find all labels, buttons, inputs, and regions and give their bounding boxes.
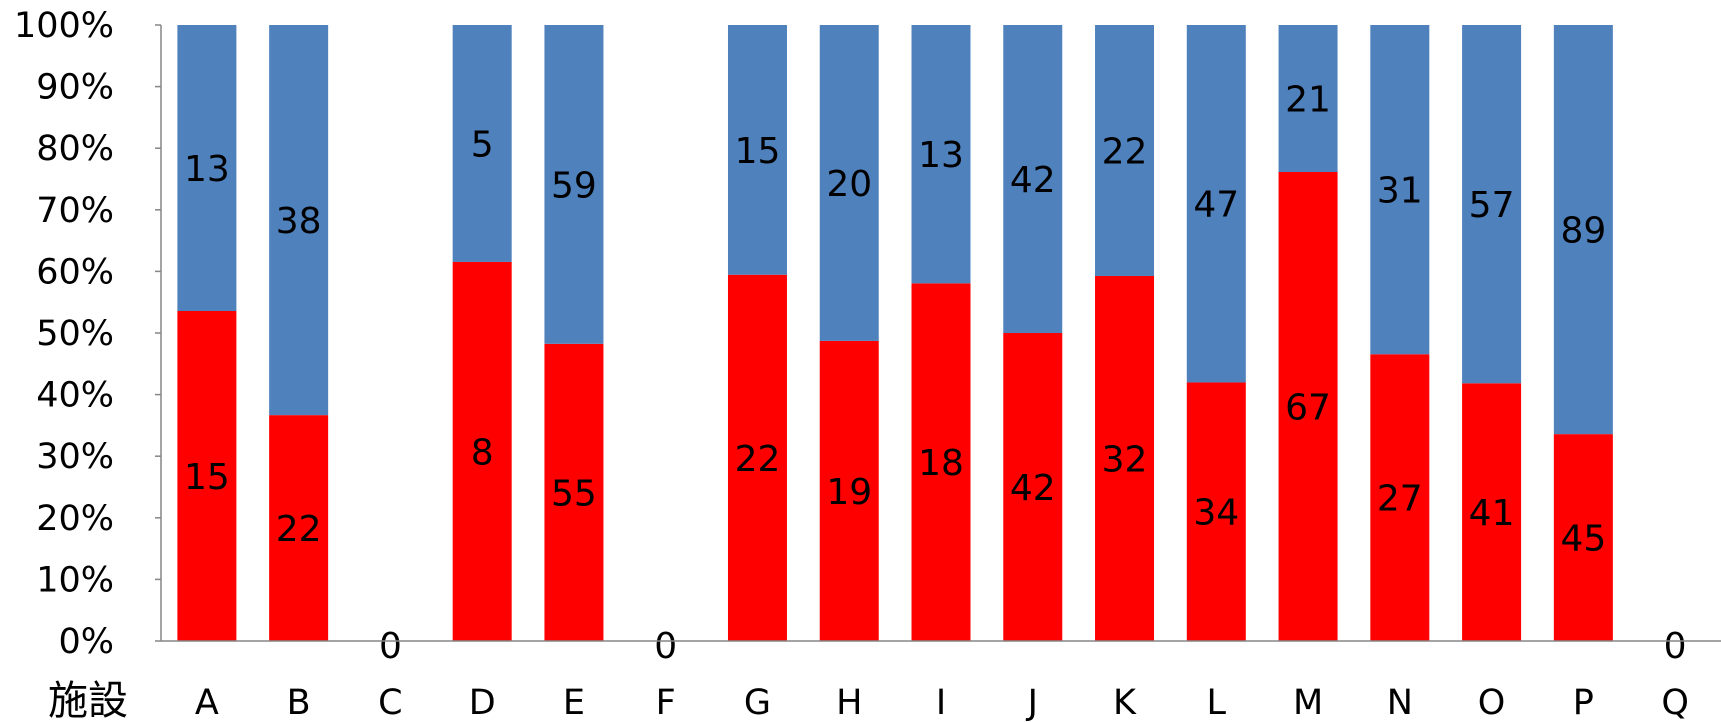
x-axis: A B C D E F G H I J K L M N O P Q [161,640,1721,722]
bar-segment-red [1462,383,1522,641]
bar-segment-red [819,340,879,641]
data-label-red: 15 [184,457,230,498]
data-label-red: 8 [471,432,494,473]
x-tick-label: D [469,683,496,722]
bar-segment-red [1095,275,1155,641]
data-label-blue: 59 [551,165,597,206]
x-tick-label: N [1387,683,1413,722]
data-label-red: 42 [1010,468,1056,509]
x-tick-label: K [1113,683,1137,722]
x-tick-label: C [378,683,402,722]
bar-segment-red [1186,382,1246,641]
data-label: 0 [379,626,402,667]
x-tick-label: B [287,683,311,722]
y-tick-label: 60% [36,252,114,292]
data-label-blue: 57 [1469,185,1515,226]
y-axis: 0% 10% 20% 30% 40% 50% 60% 70% 80% 90% 100% [14,6,162,662]
x-tick-label: L [1207,683,1227,722]
bar-segment-blue [544,25,604,344]
bar-segment-red [269,415,329,641]
data-label-blue: 13 [918,135,964,176]
data-label-red: 34 [1193,493,1239,534]
data-label-red: 55 [551,473,597,514]
bar-segment-blue [452,25,512,262]
data-label-blue: 42 [1010,160,1056,201]
data-label-red: 19 [826,472,872,513]
data-label-red: 41 [1469,493,1515,534]
bars-group [177,25,1613,641]
bar-segment-red [1003,333,1063,641]
y-tick-label: 90% [36,68,114,108]
data-label: 0 [654,626,677,667]
data-label-blue: 89 [1560,211,1606,252]
y-tick-label: 100% [14,6,114,46]
data-label-red: 27 [1377,479,1423,520]
data-label-blue: 5 [471,124,494,165]
bar-segment-blue [1095,25,1155,276]
x-tick-label: A [195,683,219,722]
x-tick-label: E [563,683,585,722]
bar-segment-blue [727,25,787,275]
x-tick-label: G [744,683,771,722]
data-label-blue: 47 [1193,185,1239,226]
x-axis-title: 施設 [48,678,128,722]
bar-segment-red [1553,434,1613,641]
x-tick-label: F [656,683,676,722]
bar-segment-blue [1003,25,1063,333]
bar-segment-red [1278,172,1338,641]
data-label-blue: 31 [1377,171,1423,212]
data-label-blue: 13 [184,149,230,190]
data-label-blue: 20 [826,164,872,205]
bar-segment-red [1370,354,1430,641]
data-label-red: 22 [735,439,781,480]
bar-segment-blue [1278,25,1338,172]
bar-segment-red [911,283,971,641]
bar-segment-red [177,311,237,641]
y-tick-label: 40% [36,376,114,416]
data-label-red: 22 [276,509,322,550]
data-label-blue: 38 [276,201,322,242]
data-label-red: 32 [1102,439,1148,480]
x-tick-label: I [936,683,946,722]
y-tick-label: 30% [36,437,114,477]
data-label-red: 45 [1560,519,1606,560]
data-label-red: 18 [918,443,964,484]
bar-segment-blue [1186,25,1246,383]
data-label-red: 67 [1285,388,1331,429]
x-tick-label: O [1478,683,1506,722]
bar-segment-red [544,343,604,641]
data-label-blue: 22 [1102,131,1148,172]
bar-segment-blue [911,25,971,284]
y-tick-label: 10% [36,560,114,600]
y-tick-label: 70% [36,191,114,231]
x-tick-label: M [1293,683,1323,722]
bar-segment-blue [269,25,329,416]
y-tick-label: 20% [36,499,114,539]
data-label-blue: 21 [1285,80,1331,121]
x-tick-label: H [836,683,862,722]
bar-segment-red [452,261,512,641]
y-tick-label: 50% [36,314,114,354]
x-tick-label: J [1026,683,1038,722]
bar-segment-blue [1462,25,1522,384]
y-tick-label: 0% [58,622,114,662]
y-tick-label: 80% [36,129,114,169]
bar-segment-blue [1553,25,1613,435]
bar-segment-blue [819,25,879,341]
bar-segment-blue [177,25,237,311]
x-tick-label: Q [1661,683,1689,722]
bar-segment-blue [1370,25,1430,355]
bar-segment-red [727,274,787,641]
data-labels-group: 1513223808555590221519201813424232223447… [184,80,1687,668]
data-label: 0 [1664,626,1687,667]
data-label-blue: 15 [735,131,781,172]
x-tick-label: P [1573,683,1594,722]
